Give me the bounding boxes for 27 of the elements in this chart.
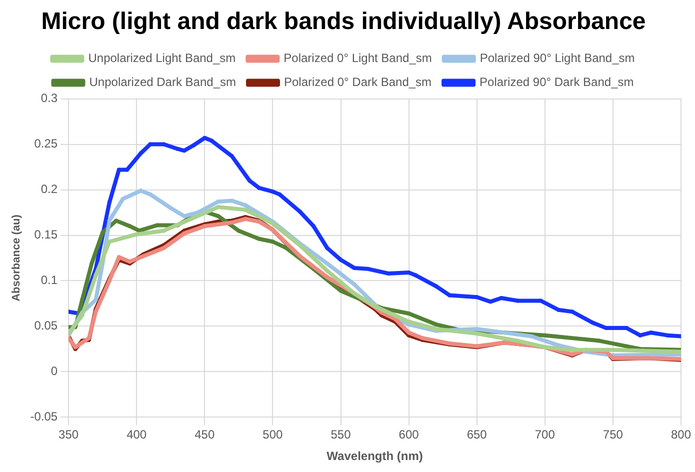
y-tick-label: 0.1 [40,273,58,288]
legend-label: Polarized 90° Dark Band_sm [480,75,634,90]
y-tick-label: 0.05 [34,318,58,333]
y-tick-label: 0.15 [34,228,58,242]
x-tick-label: 700 [534,428,556,442]
y-tick-label: -0.05 [30,410,58,424]
x-tick-label: 600 [398,428,420,442]
legend-label: Polarized 0° Light Band_sm [284,51,432,66]
x-tick-label: 400 [126,428,147,442]
x-tick-label: 650 [466,428,488,442]
y-tick-label: 0.2 [40,182,58,196]
x-tick-label: 500 [262,428,284,442]
x-tick-label: 550 [330,428,352,442]
legend-label: Unpolarized Dark Band_sm [89,75,236,90]
x-tick-label: 750 [602,428,624,442]
y-tick-label: 0.3 [40,91,58,106]
legend-label: Polarized 0° Dark Band_sm [284,75,432,90]
x-tick-label: 450 [194,428,215,442]
y-tick-label: 0.25 [34,136,58,151]
x-tick-label: 350 [58,428,79,442]
x-tick-label: 800 [670,428,692,442]
legend-label: Unpolarized Light Band_sm [88,51,236,66]
x-axis-title: Wavelength (nm) [326,449,423,464]
chart-title: Micro (light and dark bands individually) Absorbance [41,8,646,36]
y-tick-label: 0 [50,364,58,378]
y-axis-title: Absorbance (au) [10,214,23,302]
legend-label: Polarized 90° Light Band_sm [480,51,635,66]
